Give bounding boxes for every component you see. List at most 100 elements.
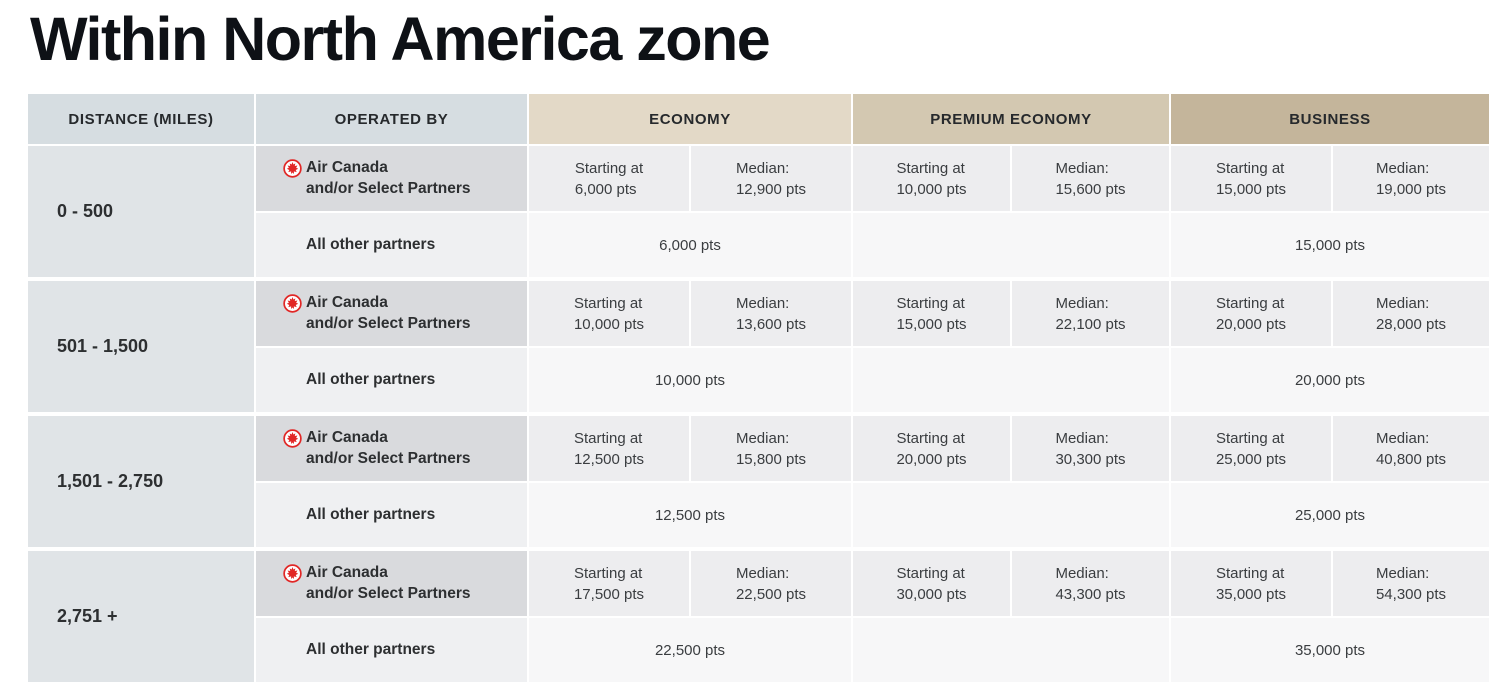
cell-ac-premium-economy-median: Median: 22,100 pts [1012,281,1169,346]
points-value: 17,500 pts [573,585,645,603]
operated-by-partners-cell: All other partners [256,348,527,412]
distance-band-group-501-1500: 501 - 1,500 Air Canada and/or Select Par… [28,281,1489,412]
starting-label: Starting at [896,564,965,582]
cell-ac-business-starting: Starting at 15,000 pts [1171,146,1331,211]
starting-label: Starting at [573,429,643,447]
distance-cell: 501 - 1,500 [28,281,254,412]
starting-label: Starting at [1215,294,1285,312]
air-canada-roundel-icon [283,564,302,583]
distance-band-group-1501-2750: 1,501 - 2,750 Air Canada and/or Select P… [28,416,1489,547]
distance-cell: 2,751 + [28,551,254,682]
header-economy-label: ECONOMY [649,110,731,128]
cell-partners-economy: 22,500 pts [529,618,851,682]
points-value: 15,600 pts [1055,180,1126,198]
operated-by-air-canada-cell: Air Canada and/or Select Partners [256,146,527,211]
starting-label: Starting at [573,564,643,582]
points-value: 12,500 pts [654,506,726,524]
median-label: Median: [735,159,790,177]
median-label: Median: [735,564,790,582]
starting-label: Starting at [1215,564,1285,582]
points-value: 10,000 pts [896,180,967,198]
air-canada-roundel-icon [283,159,302,178]
air-canada-label: Air Canada [306,294,388,312]
cell-ac-premium-economy-starting: Starting at 30,000 pts [853,551,1010,616]
starting-label: Starting at [574,159,644,177]
starting-label: Starting at [896,294,965,312]
air-canada-label: Air Canada [306,429,388,447]
points-value: 28,000 pts [1375,315,1447,333]
cell-partners-premium-economy [853,483,1169,547]
points-value: 15,000 pts [1215,180,1287,198]
header-premium-economy-label: PREMIUM ECONOMY [930,110,1092,128]
cell-ac-premium-economy-starting: Starting at 15,000 pts [853,281,1010,346]
header-distance: DISTANCE (MILES) [28,94,254,144]
cell-ac-premium-economy-median: Median: 15,600 pts [1012,146,1169,211]
award-chart-table: DISTANCE (MILES) OPERATED BY ECONOMY PRE… [28,94,1489,682]
cell-ac-business-starting: Starting at 20,000 pts [1171,281,1331,346]
all-other-partners-label: All other partners [306,371,436,388]
distance-cell: 1,501 - 2,750 [28,416,254,547]
distance-band-group-2751-plus: 2,751 + Air Canada and/or Select Partner… [28,551,1489,682]
cell-ac-business-median: Median: 40,800 pts [1333,416,1489,481]
air-canada-roundel-icon [283,294,302,313]
air-canada-roundel-icon [283,429,302,448]
median-label: Median: [1055,429,1109,447]
cell-partners-economy: 6,000 pts [529,213,851,277]
cell-ac-economy-median: Median: 15,800 pts [691,416,851,481]
starting-label: Starting at [1215,429,1285,447]
median-label: Median: [1055,564,1109,582]
cell-ac-business-median: Median: 19,000 pts [1333,146,1489,211]
cell-partners-premium-economy [853,618,1169,682]
cell-partners-economy: 10,000 pts [529,348,851,412]
all-other-partners-label: All other partners [306,641,436,658]
distance-label: 2,751 + [57,606,118,626]
distance-band-group-0-500: 0 - 500 Air Canada and/or Select Partner… [28,146,1489,277]
points-value: 43,300 pts [1055,585,1126,603]
points-value: 22,500 pts [654,641,726,659]
median-label: Median: [735,429,790,447]
all-other-partners-label: All other partners [306,236,436,253]
all-other-partners-label: All other partners [306,506,436,523]
cell-ac-premium-economy-median: Median: 30,300 pts [1012,416,1169,481]
starting-label: Starting at [573,294,643,312]
header-operated-by: OPERATED BY [256,94,527,144]
cell-ac-economy-starting: Starting at 6,000 pts [529,146,689,211]
median-label: Median: [1375,429,1430,447]
cell-ac-economy-starting: Starting at 10,000 pts [529,281,689,346]
points-value: 15,800 pts [735,450,807,468]
header-operated-by-label: OPERATED BY [334,110,449,128]
cell-partners-premium-economy [853,213,1169,277]
points-value: 15,000 pts [1294,236,1366,254]
cell-ac-economy-median: Median: 22,500 pts [691,551,851,616]
operated-by-air-canada-cell: Air Canada and/or Select Partners [256,281,527,346]
cell-ac-business-median: Median: 28,000 pts [1333,281,1489,346]
starting-label: Starting at [896,159,965,177]
distance-label: 501 - 1,500 [57,336,149,356]
cell-partners-business: 25,000 pts [1171,483,1489,547]
cell-ac-economy-median: Median: 13,600 pts [691,281,851,346]
points-value: 13,600 pts [735,315,807,333]
points-value: 25,000 pts [1294,506,1366,524]
median-label: Median: [1055,159,1109,177]
points-value: 12,500 pts [573,450,645,468]
operated-by-partners-cell: All other partners [256,483,527,547]
air-canada-name: Air Canada and/or Select Partners [283,293,471,333]
cell-ac-premium-economy-starting: Starting at 20,000 pts [853,416,1010,481]
points-value: 30,000 pts [896,585,967,603]
median-label: Median: [735,294,790,312]
points-value: 19,000 pts [1375,180,1447,198]
cell-ac-business-starting: Starting at 35,000 pts [1171,551,1331,616]
table-header-row: DISTANCE (MILES) OPERATED BY ECONOMY PRE… [28,94,1489,144]
operated-by-partners-cell: All other partners [256,213,527,277]
air-canada-label: Air Canada [306,159,388,177]
header-premium-economy: PREMIUM ECONOMY [853,94,1169,144]
median-label: Median: [1055,294,1109,312]
points-value: 10,000 pts [654,371,726,389]
header-business: BUSINESS [1171,94,1489,144]
operated-by-air-canada-cell: Air Canada and/or Select Partners [256,416,527,481]
cell-ac-economy-starting: Starting at 12,500 pts [529,416,689,481]
air-canada-name: Air Canada and/or Select Partners [283,158,471,198]
cell-partners-premium-economy [853,348,1169,412]
median-label: Median: [1375,159,1430,177]
air-canada-name: Air Canada and/or Select Partners [283,428,471,468]
